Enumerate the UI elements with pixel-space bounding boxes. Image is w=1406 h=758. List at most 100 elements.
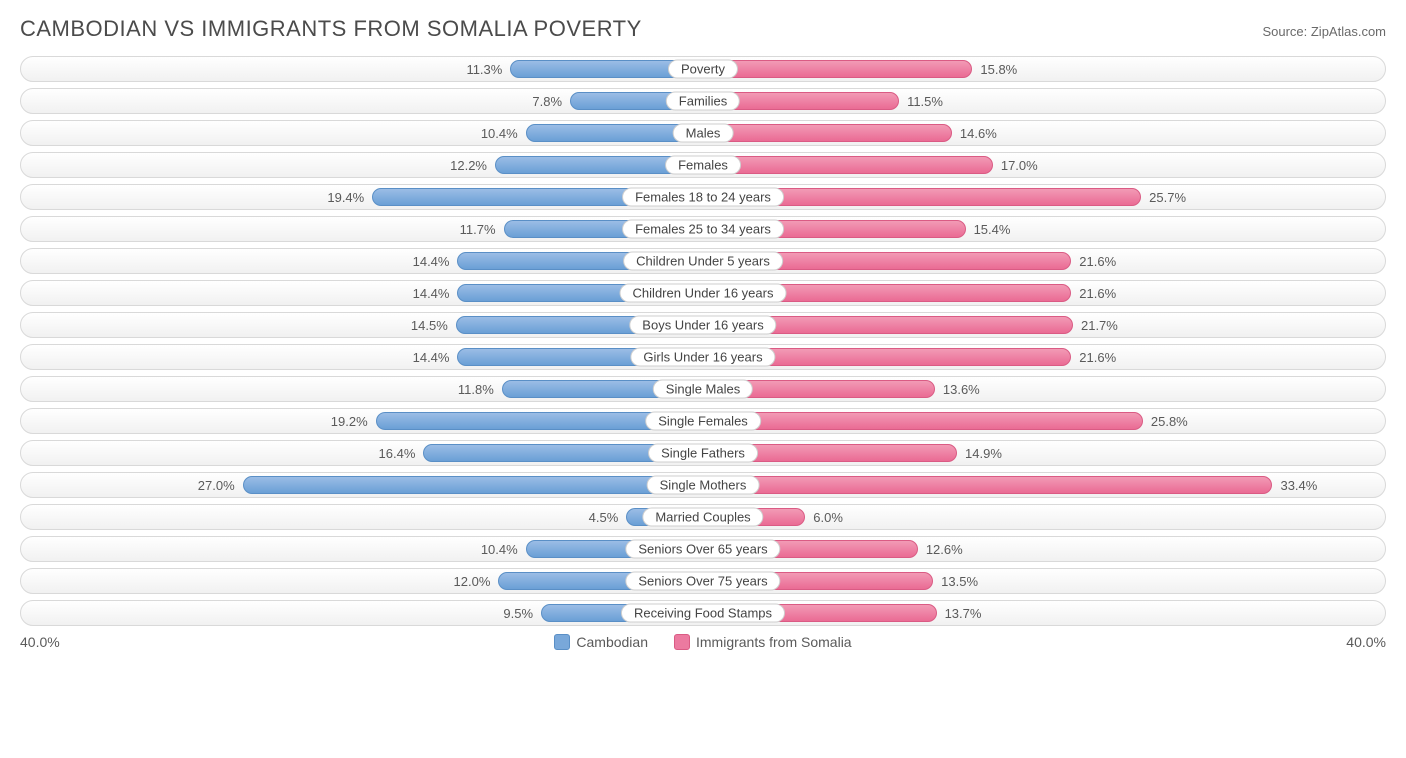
left-half: 16.4% [21, 441, 703, 465]
right-half: 25.8% [703, 409, 1385, 433]
left-half: 12.0% [21, 569, 703, 593]
legend-item: Immigrants from Somalia [674, 634, 852, 650]
chart-row: 14.4% 21.6% Children Under 5 years [20, 248, 1386, 274]
category-label: Single Mothers [647, 476, 760, 495]
category-label: Females 18 to 24 years [622, 188, 784, 207]
legend-item: Cambodian [554, 634, 648, 650]
chart-row: 11.8% 13.6% Single Males [20, 376, 1386, 402]
left-half: 10.4% [21, 537, 703, 561]
chart-row: 19.4% 25.7% Females 18 to 24 years [20, 184, 1386, 210]
left-value: 19.2% [323, 414, 376, 429]
category-label: Families [666, 92, 740, 111]
category-label: Children Under 16 years [620, 284, 787, 303]
left-value: 14.4% [405, 350, 458, 365]
right-half: 14.6% [703, 121, 1385, 145]
chart-row: 10.4% 14.6%Males [20, 120, 1386, 146]
right-value: 13.7% [937, 606, 990, 621]
category-label: Males [673, 124, 734, 143]
left-value: 11.3% [458, 62, 510, 77]
left-half: 11.3% [21, 57, 703, 81]
chart-source: Source: ZipAtlas.com [1262, 24, 1386, 39]
right-value: 21.7% [1073, 318, 1126, 333]
left-value: 12.0% [446, 574, 499, 589]
left-half: 7.8% [21, 89, 703, 113]
left-value: 12.2% [442, 158, 495, 173]
left-value: 14.5% [403, 318, 456, 333]
right-bar [703, 476, 1272, 494]
chart-row: 11.3% 15.8%Poverty [20, 56, 1386, 82]
legend-swatch [554, 634, 570, 650]
category-label: Children Under 5 years [623, 252, 783, 271]
chart-footer: 40.0% Cambodian Immigrants from Somalia 4… [20, 634, 1386, 650]
chart-title: CAMBODIAN VS IMMIGRANTS FROM SOMALIA POV… [20, 16, 642, 42]
right-half: 25.7% [703, 185, 1385, 209]
chart-row: 9.5%13.7%Receiving Food Stamps [20, 600, 1386, 626]
left-half: 19.4% [21, 185, 703, 209]
right-value: 21.6% [1071, 350, 1124, 365]
right-value: 14.9% [957, 446, 1010, 461]
right-half: 21.6% [703, 345, 1385, 369]
chart-row: 14.4% 21.6% Girls Under 16 years [20, 344, 1386, 370]
chart-row: 4.5% 6.0% Married Couples [20, 504, 1386, 530]
axis-right-max: 40.0% [1346, 634, 1386, 650]
right-half: 21.6% [703, 281, 1385, 305]
category-label: Single Males [653, 380, 753, 399]
left-half: 10.4% [21, 121, 703, 145]
left-half: 14.4% [21, 249, 703, 273]
axis-left-max: 40.0% [20, 634, 60, 650]
right-value: 13.6% [935, 382, 988, 397]
right-half: 15.8% [703, 57, 1385, 81]
left-half: 14.5% [21, 313, 703, 337]
right-value: 17.0% [993, 158, 1046, 173]
right-half: 13.5% [703, 569, 1385, 593]
chart-rows: 11.3%15.8%Poverty7.8%11.5%Families10.4%1… [20, 56, 1386, 626]
category-label: Married Couples [642, 508, 763, 527]
category-label: Poverty [668, 60, 738, 79]
chart-header: CAMBODIAN VS IMMIGRANTS FROM SOMALIA POV… [20, 16, 1386, 42]
right-half: 11.5% [703, 89, 1385, 113]
left-value: 7.8% [524, 94, 570, 109]
left-value: 10.4% [473, 126, 526, 141]
right-value: 21.6% [1071, 286, 1124, 301]
category-label: Girls Under 16 years [630, 348, 775, 367]
chart-row: 12.0%13.5%Seniors Over 75 years [20, 568, 1386, 594]
left-half: 11.8% [21, 377, 703, 401]
left-value: 9.5% [495, 606, 541, 621]
left-value: 11.8% [450, 382, 502, 397]
left-value: 27.0% [190, 478, 243, 493]
right-bar [703, 412, 1143, 430]
left-value: 10.4% [473, 542, 526, 557]
category-label: Females 25 to 34 years [622, 220, 784, 239]
left-value: 16.4% [371, 446, 424, 461]
right-value: 25.8% [1143, 414, 1196, 429]
right-value: 13.5% [933, 574, 986, 589]
legend-label: Immigrants from Somalia [696, 634, 852, 650]
right-value: 33.4% [1272, 478, 1325, 493]
right-bar [703, 60, 972, 78]
right-half: 15.4% [703, 217, 1385, 241]
left-value: 4.5% [581, 510, 627, 525]
left-half: 12.2% [21, 153, 703, 177]
category-label: Single Fathers [648, 444, 758, 463]
right-value: 6.0% [805, 510, 851, 525]
right-half: 14.9% [703, 441, 1385, 465]
right-half: 13.7% [703, 601, 1385, 625]
right-half: 13.6% [703, 377, 1385, 401]
chart-row: 14.4% 21.6% Children Under 16 years [20, 280, 1386, 306]
right-value: 21.6% [1071, 254, 1124, 269]
right-half: 21.7% [703, 313, 1385, 337]
left-half: 14.4% [21, 345, 703, 369]
right-value: 25.7% [1141, 190, 1194, 205]
chart-legend: Cambodian Immigrants from Somalia [60, 634, 1347, 650]
category-label: Females [665, 156, 741, 175]
chart-row: 10.4%12.6%Seniors Over 65 years [20, 536, 1386, 562]
left-half: 11.7% [21, 217, 703, 241]
chart-row: 27.0% 33.4% Single Mothers [20, 472, 1386, 498]
left-half: 9.5% [21, 601, 703, 625]
left-half: 27.0% [21, 473, 703, 497]
category-label: Single Females [645, 412, 761, 431]
left-value: 14.4% [405, 286, 458, 301]
right-value: 11.5% [899, 94, 951, 109]
category-label: Boys Under 16 years [629, 316, 776, 335]
left-half: 19.2% [21, 409, 703, 433]
